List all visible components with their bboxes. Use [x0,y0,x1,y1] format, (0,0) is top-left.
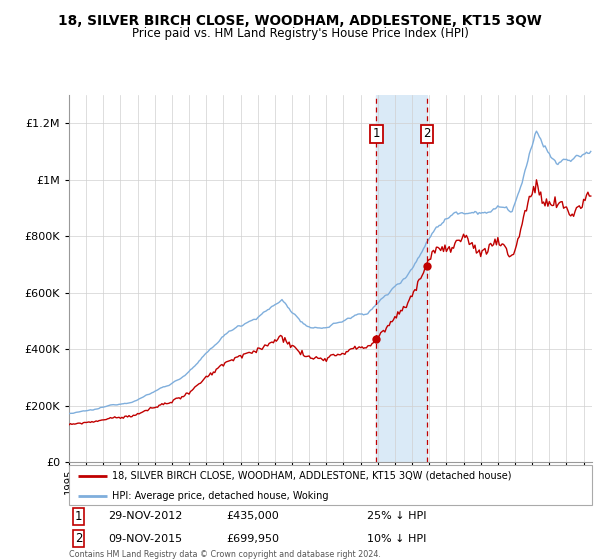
Text: Contains HM Land Registry data © Crown copyright and database right 2024.
This d: Contains HM Land Registry data © Crown c… [69,550,381,560]
Text: HPI: Average price, detached house, Woking: HPI: Average price, detached house, Woki… [112,491,329,501]
Text: 2: 2 [423,127,431,140]
FancyBboxPatch shape [69,465,592,505]
Text: 1: 1 [74,510,82,522]
Text: 18, SILVER BIRCH CLOSE, WOODHAM, ADDLESTONE, KT15 3QW (detached house): 18, SILVER BIRCH CLOSE, WOODHAM, ADDLEST… [112,471,512,480]
Text: £435,000: £435,000 [226,511,279,521]
Text: 29-NOV-2012: 29-NOV-2012 [108,511,182,521]
Text: 1: 1 [373,127,380,140]
Text: 2: 2 [74,532,82,545]
Text: £699,950: £699,950 [226,534,279,544]
Text: 10% ↓ HPI: 10% ↓ HPI [367,534,427,544]
Text: 18, SILVER BIRCH CLOSE, WOODHAM, ADDLESTONE, KT15 3QW: 18, SILVER BIRCH CLOSE, WOODHAM, ADDLEST… [58,14,542,28]
Text: Price paid vs. HM Land Registry's House Price Index (HPI): Price paid vs. HM Land Registry's House … [131,27,469,40]
Bar [376,95,427,462]
Text: 09-NOV-2015: 09-NOV-2015 [108,534,182,544]
Text: 25% ↓ HPI: 25% ↓ HPI [367,511,427,521]
